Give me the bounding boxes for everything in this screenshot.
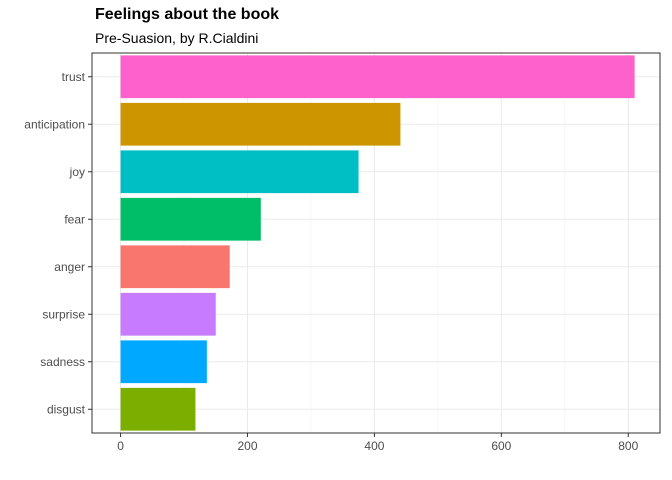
bar-surprise [120, 292, 216, 336]
chart-title: Feelings about the book [95, 6, 280, 23]
bar-anger [120, 245, 230, 289]
bar-sadness [120, 340, 207, 384]
y-tick-label: fear [64, 212, 85, 226]
y-tick-label: trust [62, 70, 86, 84]
x-tick-label: 200 [237, 439, 257, 453]
bar-joy [120, 150, 359, 194]
x-tick-label: 400 [364, 439, 384, 453]
bar-trust [120, 55, 635, 99]
bar-disgust [120, 387, 196, 431]
plot-border [91, 52, 661, 434]
y-tick-label: disgust [47, 402, 86, 416]
y-tick-label: joy [69, 165, 85, 179]
y-tick-label: anticipation [24, 117, 85, 131]
y-tick-label: surprise [42, 307, 85, 321]
bar-anticipation [120, 102, 401, 146]
x-tick-label: 0 [117, 439, 124, 453]
y-tick-label: sadness [40, 355, 85, 369]
bar-fear [120, 197, 261, 241]
chart-subtitle: Pre-Suasion, by R.Cialdini [95, 30, 259, 46]
x-axis-ticks: 0 200 400 600 800 [117, 433, 639, 453]
x-tick-label: 600 [491, 439, 511, 453]
y-tick-label: anger [54, 260, 85, 274]
x-tick-label: 800 [618, 439, 638, 453]
bars [120, 55, 635, 431]
y-axis-ticks: trust anticipation joy fear anger surprise sad… [24, 70, 92, 416]
